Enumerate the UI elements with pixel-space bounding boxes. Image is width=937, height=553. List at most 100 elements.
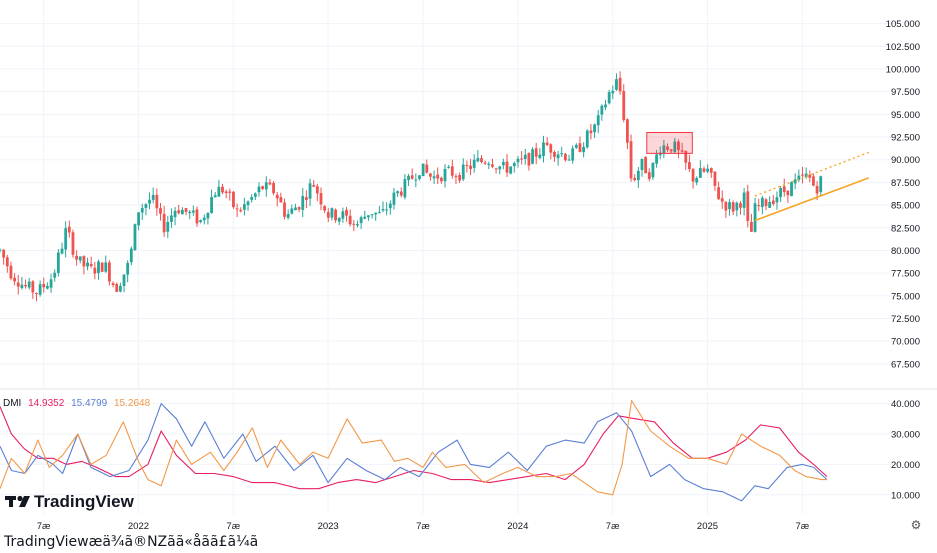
dmi-tick-label: 40.000 bbox=[891, 399, 920, 410]
candle bbox=[542, 135, 545, 163]
candle bbox=[56, 248, 60, 277]
highlight-rectangle[interactable] bbox=[646, 131, 693, 154]
candle bbox=[516, 155, 520, 168]
candle bbox=[636, 167, 640, 188]
gear-icon[interactable]: ⚙ bbox=[910, 518, 922, 532]
candle bbox=[447, 165, 451, 169]
adx-value: 15.2648 bbox=[114, 398, 151, 409]
candle bbox=[571, 145, 575, 164]
candlestick-series bbox=[0, 71, 823, 302]
candle bbox=[644, 156, 648, 174]
price-axis: 105.000 102.500 100.000 97.500 95.000 92.500 9… bbox=[886, 19, 920, 370]
candle bbox=[224, 189, 228, 199]
candle bbox=[272, 181, 275, 196]
candle bbox=[728, 199, 731, 216]
candle bbox=[38, 280, 42, 297]
time-tick-label: 7æ bbox=[416, 521, 430, 532]
dmi-legend[interactable]: DMI 14.9352 15.4799 15.2648 bbox=[3, 398, 151, 409]
candle bbox=[658, 146, 662, 160]
candle bbox=[264, 176, 268, 197]
candle bbox=[166, 215, 170, 239]
candle bbox=[454, 173, 458, 185]
candle bbox=[392, 187, 396, 210]
candle bbox=[180, 207, 184, 215]
candle bbox=[228, 188, 232, 201]
candle bbox=[275, 192, 279, 207]
candle bbox=[812, 173, 815, 187]
candle bbox=[768, 196, 772, 209]
candle bbox=[239, 207, 243, 213]
candle bbox=[118, 282, 122, 293]
candle bbox=[691, 168, 695, 189]
candle bbox=[46, 282, 49, 290]
candle bbox=[173, 207, 177, 226]
price-tick-label: 100.000 bbox=[886, 64, 920, 75]
time-tick-label: 7æ bbox=[226, 521, 240, 532]
candle bbox=[301, 188, 305, 218]
candle bbox=[673, 137, 677, 154]
price-tick-label: 105.000 bbox=[886, 19, 920, 30]
tradingview-logo[interactable]: TradingView bbox=[5, 492, 135, 511]
price-tick-label: 70.000 bbox=[891, 337, 920, 348]
candle bbox=[403, 174, 407, 200]
candle bbox=[545, 137, 549, 146]
candle bbox=[439, 176, 443, 184]
candle bbox=[13, 273, 16, 286]
candle bbox=[312, 180, 316, 188]
price-tick-label: 87.500 bbox=[891, 178, 920, 189]
candle bbox=[221, 183, 224, 195]
candle bbox=[443, 164, 447, 188]
candle bbox=[469, 159, 472, 176]
candle bbox=[487, 161, 491, 169]
candle bbox=[494, 167, 498, 174]
candle bbox=[330, 207, 334, 221]
candle bbox=[553, 150, 556, 162]
candle bbox=[753, 197, 757, 233]
candle bbox=[797, 169, 801, 183]
candle bbox=[53, 269, 57, 282]
candle bbox=[20, 276, 24, 290]
resistance-trendline[interactable] bbox=[754, 151, 869, 197]
candle bbox=[155, 188, 159, 216]
candle bbox=[294, 203, 297, 211]
candle bbox=[5, 254, 9, 273]
candle bbox=[377, 205, 381, 214]
candle bbox=[191, 205, 195, 216]
time-tick-label: 2022 bbox=[128, 521, 149, 532]
candle bbox=[199, 219, 203, 224]
candle bbox=[819, 175, 823, 196]
candle bbox=[385, 202, 389, 216]
candle bbox=[283, 198, 286, 220]
candle bbox=[677, 139, 680, 159]
candle bbox=[370, 213, 374, 219]
support-trendline[interactable] bbox=[754, 177, 870, 222]
candle bbox=[560, 146, 564, 158]
candle bbox=[498, 165, 502, 175]
candle bbox=[348, 209, 352, 227]
candle bbox=[177, 204, 181, 215]
candle bbox=[326, 208, 330, 223]
candle bbox=[724, 201, 728, 219]
candle bbox=[108, 260, 111, 286]
candle bbox=[421, 163, 425, 177]
candle bbox=[804, 167, 808, 179]
candle bbox=[67, 220, 71, 238]
chart-caption: TradingViewæä¾ã®NZãã«åãã£ã¼ã bbox=[4, 534, 259, 550]
candle bbox=[593, 123, 596, 139]
candle bbox=[491, 158, 494, 169]
candle bbox=[531, 147, 534, 165]
candle bbox=[337, 217, 341, 225]
candle bbox=[242, 197, 246, 216]
candle bbox=[162, 206, 166, 237]
candle bbox=[742, 187, 746, 216]
candle bbox=[746, 184, 750, 228]
candle bbox=[669, 149, 673, 154]
tradingview-logo-icon bbox=[5, 495, 30, 507]
candle bbox=[410, 168, 414, 180]
candle bbox=[297, 206, 301, 213]
tradingview-logo-text: TradingView bbox=[34, 492, 135, 511]
price-tick-label: 92.500 bbox=[891, 133, 920, 144]
candle bbox=[567, 154, 571, 161]
candle bbox=[115, 282, 119, 292]
